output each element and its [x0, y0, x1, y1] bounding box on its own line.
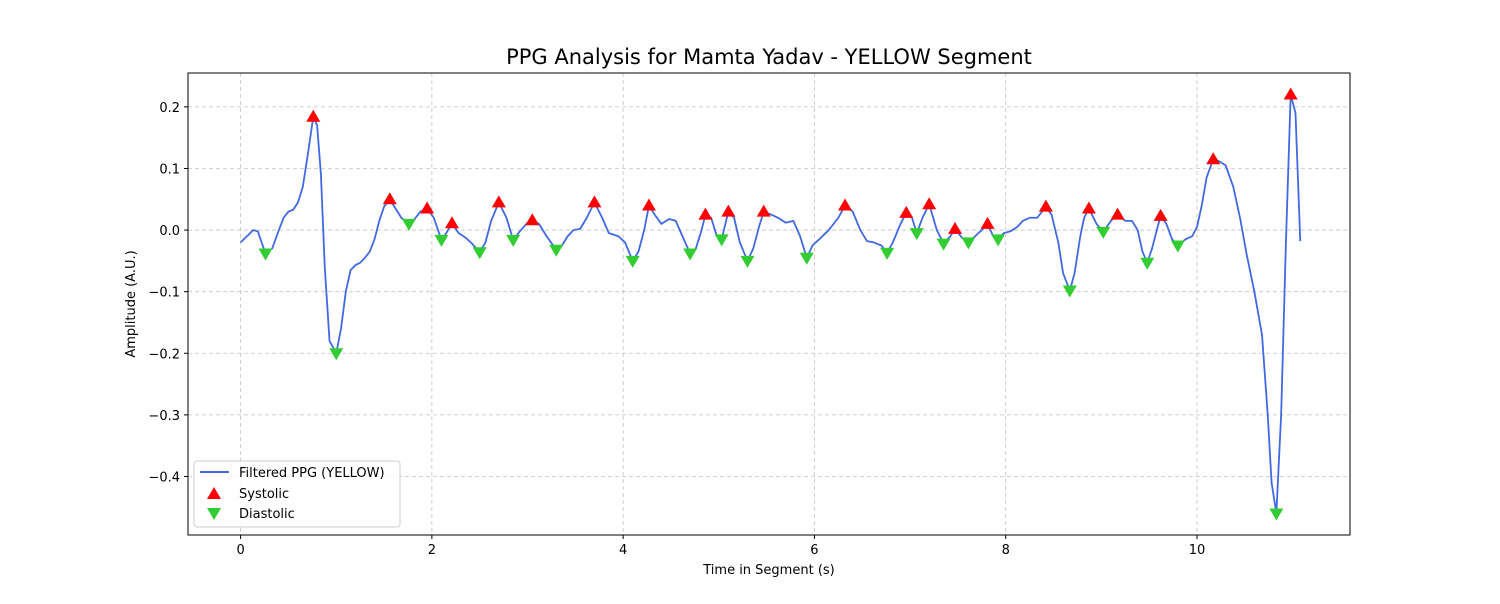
- diastolic-marker: [506, 234, 521, 247]
- systolic-marker: [980, 216, 995, 229]
- systolic-marker: [641, 198, 656, 211]
- x-tick-label: 6: [810, 543, 818, 558]
- diastolic-marker: [740, 255, 755, 268]
- systolic-marker: [1110, 207, 1125, 220]
- systolic-marker: [587, 195, 602, 208]
- y-tick-label: 0.1: [159, 162, 180, 177]
- systolic-marker: [1206, 152, 1221, 165]
- x-axis-label: Time in Segment (s): [702, 563, 834, 578]
- systolic-marker: [899, 205, 914, 218]
- systolic-marker: [721, 204, 736, 217]
- grid: [188, 73, 1350, 535]
- diastolic-marker: [1062, 285, 1077, 298]
- systolic-marker: [1283, 87, 1298, 100]
- systolic-marker: [420, 201, 435, 214]
- diastolic-marker: [1269, 508, 1284, 521]
- x-tick-label: 8: [1002, 543, 1010, 558]
- diastolic-marker: [909, 228, 924, 241]
- x-tick-label: 10: [1189, 543, 1206, 558]
- diastolic-marker: [625, 255, 640, 268]
- systolic-marker: [382, 192, 397, 205]
- diastolic-marker: [799, 252, 814, 265]
- systolic-marker: [1153, 208, 1168, 221]
- plot-frame: [187, 72, 1351, 536]
- systolic-marker: [698, 207, 713, 220]
- systolic-marker: [838, 198, 853, 211]
- y-tick-label: −0.4: [148, 470, 180, 485]
- systolic-marker: [525, 213, 540, 226]
- diastolic-marker: [329, 348, 344, 361]
- legend: Filtered PPG (YELLOW) Systolic Diastolic: [193, 460, 401, 528]
- diastolic-marker: [401, 218, 416, 231]
- systolic-marker: [1038, 199, 1053, 212]
- legend-label-systolic: Systolic: [239, 487, 289, 502]
- systolic-marker: [922, 197, 937, 210]
- legend-systolic-marker: [207, 487, 221, 499]
- systolic-marker: [1081, 201, 1096, 214]
- axis-ticks: 0 2 4 6 8 10 0.2 0.1 0.0 −0.1 −0.2 −0.3 −0.4: [148, 101, 1205, 558]
- diastolic-marker: [1140, 257, 1155, 270]
- diastolic-marker: [714, 234, 729, 247]
- systolic-marker: [491, 195, 506, 208]
- plot-area: [239, 87, 1302, 521]
- legend-box: [193, 460, 401, 528]
- diastolic-marker: [991, 234, 1006, 247]
- diastolic-marker: [961, 237, 976, 250]
- x-tick-label: 0: [236, 543, 244, 558]
- y-tick-label: −0.3: [148, 409, 180, 424]
- diastolic-marker: [936, 238, 951, 251]
- diastolic-marker: [1096, 226, 1111, 239]
- y-tick-label: −0.1: [148, 286, 180, 301]
- systolic-marker: [948, 221, 963, 234]
- diastolic-marker: [880, 247, 895, 260]
- diastolic-marker: [434, 234, 449, 247]
- x-tick-label: 2: [428, 543, 436, 558]
- diastolic-marker: [1170, 240, 1185, 253]
- diastolic-marker: [549, 244, 564, 257]
- diastolic-marker: [258, 248, 273, 261]
- diastolic-marker: [472, 247, 487, 260]
- legend-label-ppg: Filtered PPG (YELLOW): [239, 466, 385, 481]
- diastolic-marker: [683, 248, 698, 261]
- y-tick-label: 0.0: [159, 224, 180, 239]
- systolic-marker: [756, 204, 771, 217]
- chart-title: PPG Analysis for Mamta Yadav - YELLOW Se…: [506, 45, 1032, 69]
- systolic-marker: [444, 216, 459, 229]
- systolic-marker: [306, 109, 321, 122]
- legend-diastolic-marker: [207, 508, 221, 520]
- y-axis-label: Amplitude (A.U.): [124, 250, 139, 357]
- y-tick-label: −0.2: [148, 347, 180, 362]
- x-tick-label: 4: [619, 543, 627, 558]
- y-tick-label: 0.2: [159, 101, 180, 116]
- legend-label-diastolic: Diastolic: [239, 507, 295, 522]
